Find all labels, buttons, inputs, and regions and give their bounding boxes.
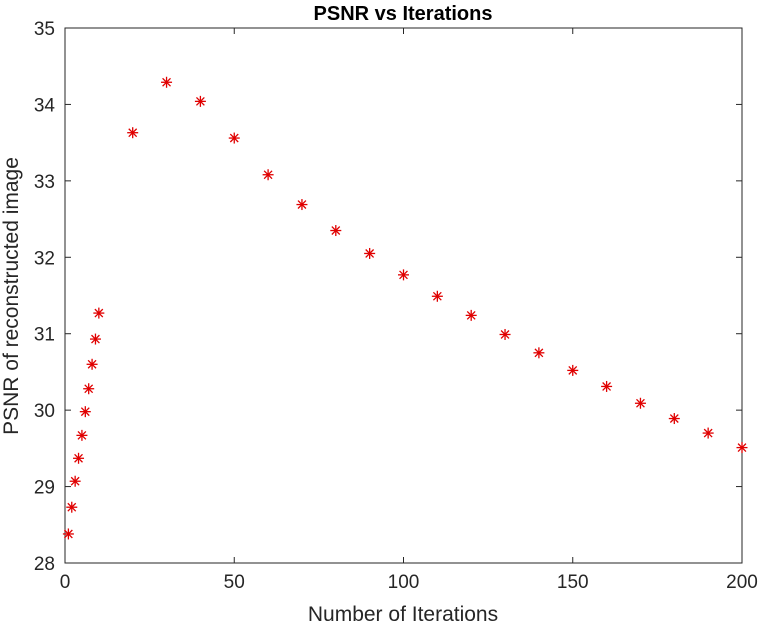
data-points — [62, 76, 748, 540]
data-point — [634, 397, 646, 409]
marker-stroke — [399, 270, 408, 280]
y-tick-label: 28 — [34, 554, 55, 575]
y-tick-label: 31 — [34, 325, 55, 346]
marker-stroke — [500, 330, 510, 339]
x-tick-label: 100 — [388, 572, 420, 593]
data-point — [702, 427, 714, 439]
marker-stroke — [128, 128, 138, 138]
marker-stroke — [669, 414, 679, 423]
data-point — [127, 127, 139, 139]
y-tick-label: 32 — [34, 248, 55, 269]
data-point — [533, 347, 545, 359]
marker-stroke — [70, 476, 80, 486]
ticks: 0 50 100 150 200 28 29 30 31 32 33 34 35 — [34, 19, 758, 593]
data-point — [69, 475, 81, 487]
data-point — [228, 132, 240, 144]
data-point — [567, 364, 579, 376]
marker-stroke — [737, 443, 747, 453]
marker-stroke — [91, 334, 100, 344]
marker-stroke — [87, 359, 97, 369]
data-point — [296, 199, 308, 211]
data-point — [431, 290, 443, 302]
data-point — [89, 333, 101, 345]
data-point — [364, 247, 376, 259]
data-point — [736, 442, 748, 454]
y-tick-label: 34 — [34, 95, 56, 116]
marker-stroke — [568, 365, 578, 375]
y-tick-label: 29 — [34, 478, 55, 499]
marker-stroke — [94, 308, 104, 318]
y-tick-label: 30 — [34, 401, 55, 422]
data-point — [330, 225, 342, 237]
data-point — [79, 406, 91, 418]
marker-stroke — [297, 200, 307, 209]
data-point — [262, 169, 274, 181]
x-tick-label: 150 — [557, 572, 589, 593]
marker-stroke — [77, 430, 87, 440]
marker-stroke — [74, 453, 83, 463]
marker-stroke — [636, 398, 645, 408]
data-point — [62, 528, 74, 540]
marker-stroke — [432, 291, 442, 301]
marker-stroke — [466, 310, 476, 320]
x-tick-label: 0 — [60, 572, 71, 593]
marker-stroke — [84, 384, 94, 394]
data-point — [668, 413, 680, 425]
data-point — [499, 328, 511, 340]
data-point — [161, 76, 173, 88]
marker-stroke — [80, 407, 90, 417]
x-tick-label: 50 — [224, 572, 245, 593]
data-point — [83, 383, 95, 395]
marker-stroke — [365, 249, 375, 258]
marker-stroke — [331, 226, 341, 235]
marker-stroke — [63, 529, 73, 539]
data-point — [601, 380, 613, 392]
marker-stroke — [162, 77, 171, 87]
data-point — [398, 269, 409, 281]
marker-stroke — [602, 382, 612, 391]
x-tick-label: 200 — [726, 572, 758, 593]
data-point — [93, 307, 105, 319]
x-axis-label: Number of Iterations — [308, 603, 498, 626]
marker-stroke — [195, 96, 205, 106]
marker-stroke — [263, 170, 273, 180]
data-point — [86, 358, 98, 370]
y-tick-label: 35 — [34, 19, 55, 40]
data-point — [465, 309, 477, 321]
data-point — [194, 95, 206, 107]
data-point — [76, 429, 88, 441]
y-tick-label: 33 — [34, 172, 55, 193]
data-point — [66, 501, 78, 513]
marker-stroke — [534, 348, 544, 358]
data-point — [73, 452, 85, 464]
marker-stroke — [703, 428, 713, 438]
marker-stroke — [67, 502, 77, 512]
y-axis-label: PSNR of reconstructed image — [0, 157, 23, 435]
marker-stroke — [229, 133, 239, 143]
chart-title: PSNR vs Iterations — [314, 3, 493, 25]
